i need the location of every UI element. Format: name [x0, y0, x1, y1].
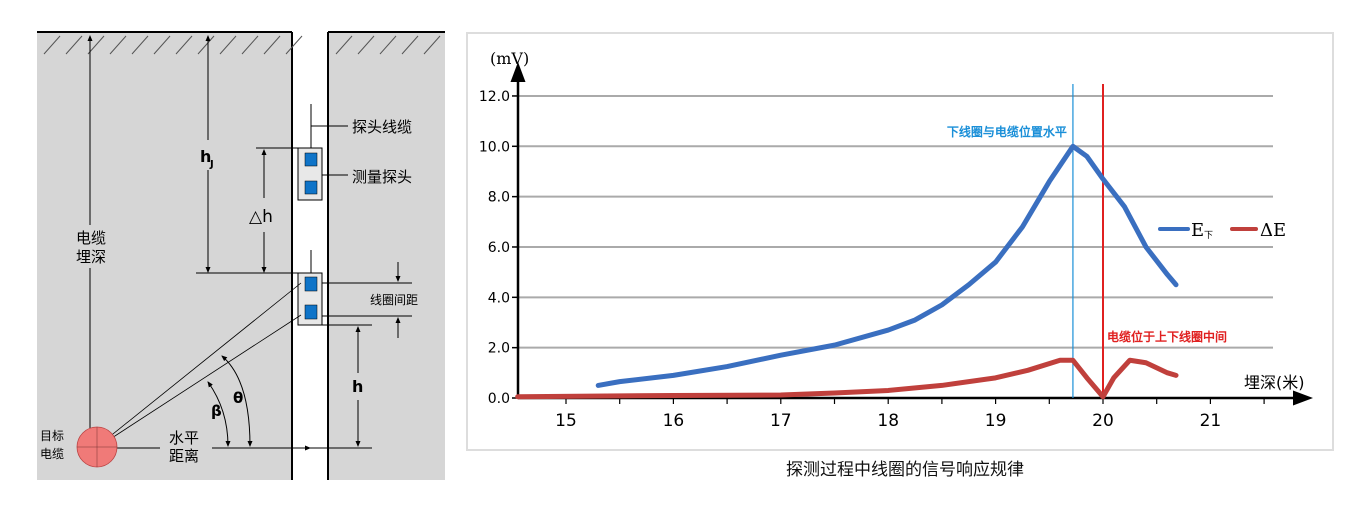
x-tick-label: 19 — [985, 411, 1007, 431]
series-line-e-lower — [595, 143, 1179, 388]
cable-probe-diagram: 探头线缆 测量探头 线圈间距 电缆 埋深 h J △h h — [37, 31, 445, 480]
ground-right — [328, 32, 445, 480]
x-tick-label: 20 — [1092, 411, 1114, 431]
signal-chart: 0.0 2.0 4.0 6.0 8.0 10.0 12.0 15 16 17 18 19 20 21 下线… — [466, 32, 1334, 451]
chart-frame — [466, 32, 1334, 451]
probe-cable-label: 探头线缆 — [352, 118, 412, 136]
x-tick-label: 21 — [1200, 411, 1222, 431]
ground-hatching — [43, 35, 441, 55]
target-label-2: 电缆 — [40, 447, 64, 461]
legend-delta-e: ΔE — [1260, 220, 1286, 241]
x-tick-label: 15 — [555, 411, 577, 431]
annotation-label: 下线圈与电缆位置水平 — [947, 124, 1067, 139]
horizontal-distance-label-2: 距离 — [169, 447, 199, 465]
y-tick-label: 6.0 — [488, 240, 510, 256]
legend-e-lower: E — [1191, 220, 1204, 241]
horizontal-distance-label-1: 水平 — [169, 429, 199, 447]
probe-label: 测量探头 — [352, 168, 412, 186]
theta-label: θ — [233, 389, 243, 407]
y-axis-label: (mV) — [490, 49, 529, 68]
x-axis-label: 埋深(米) — [1244, 373, 1305, 392]
hj-subscript: J — [209, 159, 214, 170]
x-tick-label: 18 — [877, 411, 899, 431]
legend-e-lower-sub: 下 — [1204, 231, 1213, 241]
y-tick-label: 0.0 — [488, 391, 510, 407]
y-tick-label: 8.0 — [488, 190, 510, 206]
coil-spacing-label: 线圈间距 — [370, 293, 418, 307]
h-label: h — [352, 377, 363, 396]
cable-depth-label-1: 电缆 — [76, 229, 106, 247]
y-tick-label: 2.0 — [488, 341, 510, 357]
target-label-1: 目标 — [40, 429, 64, 443]
delta-h-label: △h — [249, 207, 273, 227]
chart-caption: 探测过程中线圈的信号响应规律 — [786, 460, 1024, 480]
legend: E 下 ΔE — [1158, 220, 1286, 241]
y-tick-label: 4.0 — [488, 290, 510, 306]
annotation-label: 电缆位于上下线圈中间 — [1107, 329, 1227, 344]
y-tick-label: 12.0 — [479, 89, 510, 105]
cable-depth-label-2: 埋深 — [76, 248, 106, 266]
x-tick-label: 17 — [770, 411, 792, 431]
y-tick-label: 10.0 — [479, 139, 510, 155]
beta-label: β — [211, 402, 222, 420]
hj-label: h — [200, 147, 211, 166]
x-tick-label: 16 — [663, 411, 685, 431]
